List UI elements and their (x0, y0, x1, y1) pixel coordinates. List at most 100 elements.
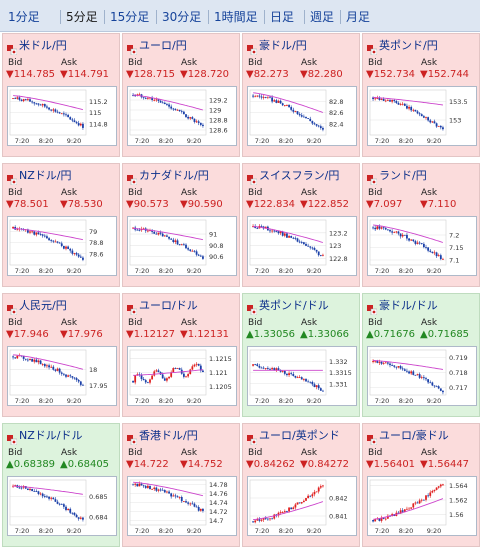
tab-timeframe-7[interactable]: 月足 (346, 10, 371, 24)
candle-body (397, 231, 400, 234)
price-chart[interactable]: 18 17.95 7:20 8:20 9:20 (7, 346, 117, 406)
pair-title-link[interactable]: スイスフラン/円 (247, 168, 339, 186)
candle-body (422, 116, 425, 118)
price-chart[interactable]: 153.5 153 7:20 8:20 9:20 (367, 86, 477, 146)
candle-body (266, 368, 269, 369)
tab-timeframe-1[interactable]: 5分足 (66, 10, 98, 24)
pair-title-link[interactable]: 英ポンド/ドル (247, 298, 329, 316)
x-tick-label: 8:20 (399, 527, 414, 535)
price-chart[interactable]: 79 78.8 78.6 7:20 8:20 9:20 (7, 216, 117, 276)
bid-value: ▲0.68389 (6, 459, 56, 470)
price-chart[interactable]: 82.8 82.6 82.4 7:20 8:20 9:20 (247, 86, 357, 146)
pair-title-link[interactable]: 米ドル/円 (7, 38, 67, 56)
pair-title-link[interactable]: ユーロ/英ポンド (247, 428, 340, 446)
candle-body (275, 368, 278, 371)
pair-title-link[interactable]: ユーロ/豪ドル (367, 428, 449, 446)
tab-timeframe-0[interactable]: 1分足 (8, 10, 40, 24)
candle-body (58, 503, 61, 505)
price-chart[interactable]: 0.719 0.718 0.717 7:20 8:20 9:20 (367, 346, 477, 406)
pair-title-link[interactable]: カナダドル/円 (127, 168, 209, 186)
candle-body (71, 250, 74, 254)
candle-body (161, 374, 164, 379)
bid-value: ▼152.734 (366, 69, 416, 80)
price-chart[interactable]: 14.78 14.76 14.74 14.72 14.7 7:20 8:20 9:20 (127, 476, 237, 536)
candlestick-chart: 1.1215 1.121 1.1205 7:20 8:20 9:20 (129, 349, 232, 405)
bid-label: Bid (368, 318, 383, 328)
pair-name: 米ドル/円 (19, 39, 67, 52)
pair-name: 英ポンド/円 (379, 39, 438, 52)
pair-title-link[interactable]: 豪ドル/円 (247, 38, 307, 56)
price-chart[interactable]: 129.2 129 128.8 128.6 7:20 8:20 9:20 (127, 86, 237, 146)
plot-area (249, 89, 327, 136)
pair-title-link[interactable]: ユーロ/ドル (127, 298, 198, 316)
pair-title-link[interactable]: ランド/円 (367, 168, 427, 186)
plot-area (249, 219, 327, 266)
candle-body (264, 518, 267, 520)
tab-timeframe-5[interactable]: 日足 (270, 10, 295, 24)
x-tick-label: 9:20 (427, 267, 442, 275)
y-tick-label: 153 (449, 117, 461, 125)
candle-body (39, 493, 42, 495)
candle-body (437, 386, 440, 389)
candle-body (258, 95, 261, 97)
candle-body (442, 127, 444, 130)
ask-value: ▼122.852 (300, 199, 350, 210)
pair-title-link[interactable]: ユーロ/円 (127, 38, 187, 56)
price-chart[interactable]: 1.332 1.3315 1.331 7:20 8:20 9:20 (247, 346, 357, 406)
candle-body (178, 109, 181, 111)
pair-title-link[interactable]: 豪ドル/ドル (367, 298, 438, 316)
candle-body (425, 247, 427, 248)
candle-body (406, 234, 408, 239)
candle-body (281, 512, 284, 513)
candle-body (71, 376, 74, 378)
price-chart[interactable]: 1.564 1.562 1.56 7:20 8:20 9:20 (367, 476, 477, 536)
candle-body (442, 390, 444, 393)
candle-body (271, 230, 274, 232)
candle-body (172, 495, 175, 497)
moving-average-line (373, 498, 444, 520)
tab-timeframe-6[interactable]: 週足 (310, 10, 335, 24)
price-chart[interactable]: 91 90.8 90.6 7:20 8:20 9:20 (127, 216, 237, 276)
candle-body (374, 519, 377, 522)
pair-title-link[interactable]: NZドル/ドル (7, 428, 82, 446)
tab-timeframe-2[interactable]: 15分足 (110, 10, 150, 24)
price-chart[interactable]: 0.842 0.841 7:20 8:20 9:20 (247, 476, 357, 536)
x-tick-label: 9:20 (187, 527, 202, 535)
price-chart[interactable]: 0.685 0.684 7:20 8:20 9:20 (7, 476, 117, 536)
y-tick-label: 129.2 (209, 97, 228, 105)
pair-title-link[interactable]: 人民元/円 (7, 298, 67, 316)
tab-timeframe-3[interactable]: 30分足 (162, 10, 202, 24)
candle-body (264, 368, 267, 369)
price-chart[interactable]: 123.2 123 122.8 7:20 8:20 9:20 (247, 216, 357, 276)
pair-title-link[interactable]: NZドル/円 (7, 168, 71, 186)
candle-body (41, 104, 44, 106)
bid-label: Bid (248, 318, 263, 328)
x-tick-label: 7:20 (255, 267, 270, 275)
candle-body (382, 227, 385, 229)
candle-body (298, 377, 301, 379)
tab-timeframe-4[interactable]: 1時間足 (214, 10, 258, 24)
candle-body (60, 243, 63, 246)
candle-body (317, 385, 320, 389)
candle-body (202, 370, 204, 373)
pair-title-link[interactable]: 英ポンド/円 (367, 38, 438, 56)
candle-body (397, 366, 400, 368)
rate-panel: 人民元/円 Bid Ask ▼17.946 ▼17.976 18 17.95 7:20 8:20… (2, 293, 120, 417)
price-chart[interactable]: 1.1215 1.121 1.1205 7:20 8:20 9:20 (127, 346, 237, 406)
candle-body (412, 503, 415, 508)
candle-body (142, 378, 145, 381)
flag-nz-us-icon (7, 430, 18, 446)
x-tick-label: 7:20 (255, 527, 270, 535)
candle-body (374, 227, 377, 230)
price-chart[interactable]: 115.2 115 114.8 7:20 8:20 9:20 (7, 86, 117, 146)
price-chart[interactable]: 7.2 7.15 7.1 7:20 8:20 9:20 (367, 216, 477, 276)
candle-body (380, 517, 383, 521)
x-tick-label: 7:20 (135, 267, 150, 275)
candle-body (50, 240, 53, 242)
pair-title-link[interactable]: 香港ドル/円 (127, 428, 198, 446)
candle-body (182, 373, 185, 377)
bid-value: ▼1.12127 (126, 329, 176, 340)
candle-body (29, 358, 31, 361)
y-tick-label: 78.8 (89, 239, 103, 247)
ask-value: ▼1.56447 (420, 459, 470, 470)
